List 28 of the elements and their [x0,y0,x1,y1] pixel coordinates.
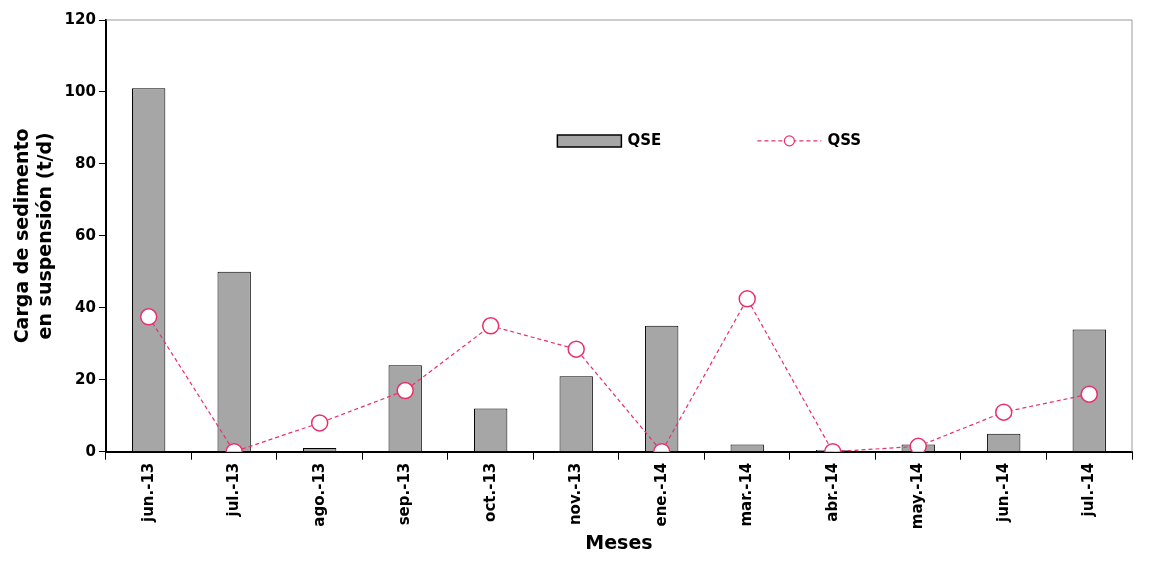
point [139,308,158,326]
x-tick-label: jun.-14 [993,462,1012,524]
y-tick-label: 100 [64,81,96,100]
x-tick-label: nov.-13 [566,462,585,526]
x-tick-label: jul.-13 [224,462,243,518]
y-tick-label: 60 [75,225,96,244]
legend-label: QSS [827,130,862,149]
point [1080,385,1098,403]
x-tick-label: may.-14 [908,462,927,530]
y-tick-label: 80 [75,153,96,172]
x-tick-label: ago.-13 [309,462,328,527]
y-tick-label: 40 [75,297,96,316]
y-tick-label: 20 [75,369,96,388]
x-axis-title: Meses [585,530,653,553]
point [396,381,414,400]
y-tick-label: 120 [64,9,96,28]
x-tick-label: abr.-14 [822,462,841,522]
y-tick-label: 0 [85,441,96,460]
legend-label: QSE [627,130,662,149]
x-tick-label: jun.-13 [138,462,157,524]
point [738,290,756,308]
x-tick-label: jul.-14 [1079,462,1098,518]
x-tick-label: ene.-14 [651,462,670,527]
point [909,437,927,452]
x-tick-label: oct.-13 [480,462,499,522]
y-axis-title: Carga de sedimento en suspensión (t/d) [10,128,56,344]
x-tick-label: mar.-14 [737,462,756,527]
x-tick-label: sep.-13 [395,462,414,526]
